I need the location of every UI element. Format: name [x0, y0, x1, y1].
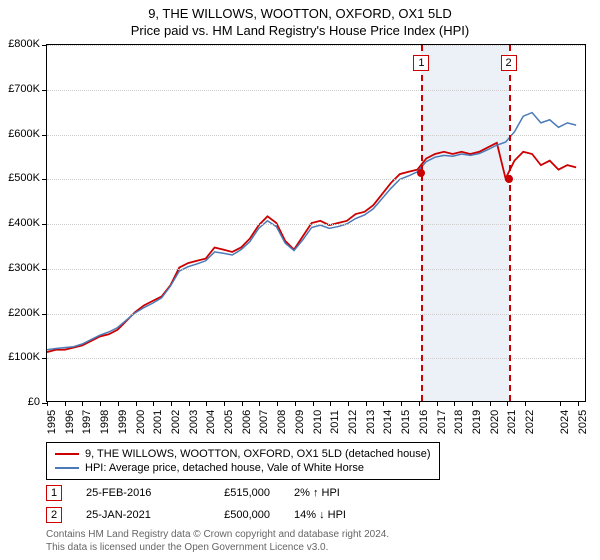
- x-tick-label: 2004: [205, 410, 217, 434]
- y-tick-label: £500K: [8, 172, 40, 184]
- plot-area: 12: [46, 44, 586, 402]
- y-tick-label: £700K: [8, 83, 40, 95]
- y-tick: [42, 314, 47, 315]
- x-tick-label: 2016: [418, 410, 430, 434]
- x-tick-label: 2010: [312, 410, 324, 434]
- y-axis: £0£100K£200K£300K£400K£500K£600K£700K£80…: [0, 44, 44, 402]
- legend-label: 9, THE WILLOWS, WOOTTON, OXFORD, OX1 5LD…: [85, 448, 431, 460]
- sale-marker-dot: [505, 175, 513, 183]
- y-tick-label: £800K: [8, 38, 40, 50]
- x-tick-label: 2013: [365, 410, 377, 434]
- sale-date: 25-JAN-2021: [86, 509, 176, 521]
- x-tick-label: 2007: [258, 410, 270, 434]
- sale-price: £500,000: [200, 509, 270, 521]
- x-tick-label: 1997: [81, 410, 93, 434]
- legend: 9, THE WILLOWS, WOOTTON, OXFORD, OX1 5LD…: [46, 442, 440, 480]
- x-tick-label: 2022: [524, 410, 536, 434]
- x-tick-label: 2005: [223, 410, 235, 434]
- marker-line: [421, 45, 423, 401]
- chart-title: 9, THE WILLOWS, WOOTTON, OXFORD, OX1 5LD: [0, 0, 600, 21]
- legend-item: HPI: Average price, detached house, Vale…: [55, 461, 431, 475]
- y-tick: [42, 179, 47, 180]
- footer-line-2: This data is licensed under the Open Gov…: [46, 541, 389, 554]
- sale-marker-dot: [417, 169, 425, 177]
- x-tick-label: 1996: [64, 410, 76, 434]
- marker-label: 1: [413, 55, 429, 71]
- sale-pct: 2% ↑ HPI: [294, 487, 374, 499]
- gridline: [47, 224, 585, 225]
- x-tick-label: 2009: [294, 410, 306, 434]
- x-tick-label: 2015: [400, 410, 412, 434]
- sale-price: £515,000: [200, 487, 270, 499]
- y-tick: [42, 135, 47, 136]
- y-tick-label: £0: [28, 396, 40, 408]
- sale-row: 2 25-JAN-2021 £500,000 14% ↓ HPI: [46, 504, 374, 526]
- gridline: [47, 314, 585, 315]
- y-tick-label: £600K: [8, 128, 40, 140]
- gridline: [47, 269, 585, 270]
- x-tick-label: 2018: [453, 410, 465, 434]
- x-tick-label: 2020: [489, 410, 501, 434]
- marker-label: 2: [501, 55, 517, 71]
- sale-date: 25-FEB-2016: [86, 487, 176, 499]
- footer-line-1: Contains HM Land Registry data © Crown c…: [46, 528, 389, 541]
- sale-row: 1 25-FEB-2016 £515,000 2% ↑ HPI: [46, 482, 374, 504]
- line-plot: [47, 45, 585, 401]
- gridline: [47, 45, 585, 46]
- y-tick: [42, 90, 47, 91]
- legend-swatch: [55, 467, 79, 469]
- x-tick-label: 1995: [46, 410, 58, 434]
- x-tick-label: 2008: [276, 410, 288, 434]
- sale-marker-box: 1: [46, 485, 62, 501]
- x-tick-label: 2014: [382, 410, 394, 434]
- x-tick-label: 2021: [506, 410, 518, 434]
- y-tick: [42, 269, 47, 270]
- y-tick-label: £400K: [8, 217, 40, 229]
- x-tick-label: 2001: [152, 410, 164, 434]
- x-tick-label: 2011: [329, 410, 341, 434]
- x-tick-label: 1999: [117, 410, 129, 434]
- x-tick-label: 2012: [347, 410, 359, 434]
- y-tick-label: £300K: [8, 262, 40, 274]
- chart-container: 9, THE WILLOWS, WOOTTON, OXFORD, OX1 5LD…: [0, 0, 600, 560]
- legend-label: HPI: Average price, detached house, Vale…: [85, 462, 364, 474]
- x-tick-label: 2024: [559, 410, 571, 434]
- gridline: [47, 135, 585, 136]
- x-tick-label: 2025: [577, 410, 589, 434]
- chart-subtitle: Price paid vs. HM Land Registry's House …: [0, 21, 600, 42]
- x-tick-label: 2000: [135, 410, 147, 434]
- x-tick-label: 2017: [436, 410, 448, 434]
- x-tick-label: 2003: [188, 410, 200, 434]
- sale-marker-box: 2: [46, 507, 62, 523]
- x-axis: 1995 1996 1997 1998 1999 2000 2001 2002 2003 2004…: [46, 406, 586, 446]
- marker-line: [509, 45, 511, 401]
- y-tick-label: £200K: [8, 307, 40, 319]
- y-tick: [42, 45, 47, 46]
- x-tick-label: 2002: [170, 410, 182, 434]
- sale-pct: 14% ↓ HPI: [294, 509, 374, 521]
- sales-table: 1 25-FEB-2016 £515,000 2% ↑ HPI 2 25-JAN-2021…: [46, 482, 374, 526]
- x-tick-label: 2006: [241, 410, 253, 434]
- legend-item: 9, THE WILLOWS, WOOTTON, OXFORD, OX1 5LD…: [55, 447, 431, 461]
- x-tick-label: 2019: [471, 410, 483, 434]
- x-tick-label: 1998: [99, 410, 111, 434]
- footer-attribution: Contains HM Land Registry data © Crown c…: [46, 528, 389, 554]
- y-tick-label: £100K: [8, 351, 40, 363]
- y-tick: [42, 224, 47, 225]
- gridline: [47, 90, 585, 91]
- gridline: [47, 358, 585, 359]
- y-tick: [42, 358, 47, 359]
- legend-swatch: [55, 453, 79, 455]
